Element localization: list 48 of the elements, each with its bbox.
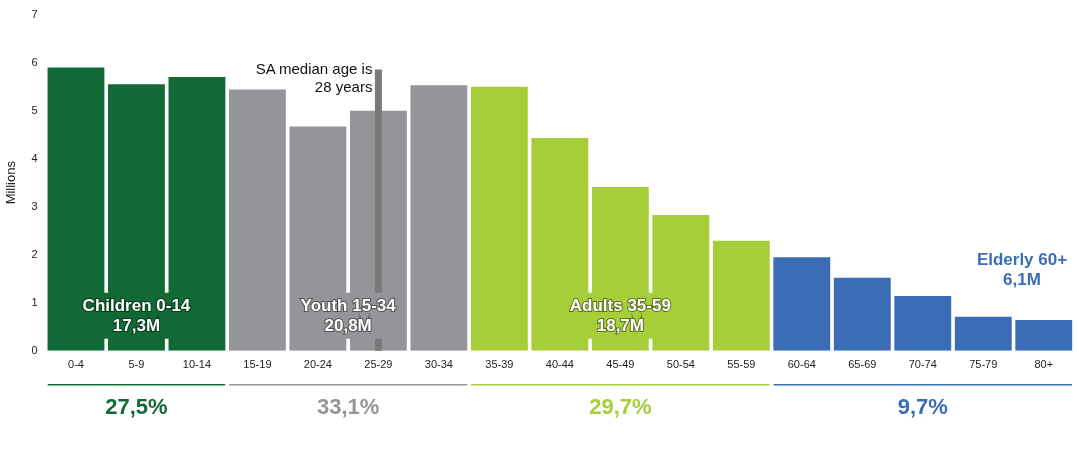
y-axis-title: Millions [3, 160, 19, 205]
annotation: 6,1M [1003, 270, 1041, 290]
series-label: Youth 15-34 [300, 295, 397, 315]
bar [410, 85, 468, 351]
y-tick-label: 4 [31, 151, 38, 164]
x-tick-label: 80+ [1034, 358, 1054, 371]
bar [894, 296, 952, 351]
y-tick-label: 6 [31, 55, 38, 68]
y-tick-label: 3 [31, 199, 38, 212]
x-tick-label: 25-29 [364, 358, 393, 371]
bar [228, 89, 286, 351]
text: 29,7% [589, 393, 652, 419]
x-tick-label: 20-24 [303, 358, 332, 371]
series-label: Adults 35-59 [569, 295, 671, 315]
x-tick-label: 15-19 [243, 358, 272, 371]
y-tick-label: 1 [31, 295, 38, 308]
x-tick-label: 0-4 [68, 358, 84, 371]
x-tick-label: 60-64 [787, 358, 816, 371]
x-tick-label: 10-14 [182, 358, 212, 371]
x-tick-label: 45-49 [606, 358, 635, 371]
text: 27,5% [105, 393, 168, 419]
y-tick-label: 2 [31, 247, 38, 260]
bar [712, 240, 770, 351]
x-tick-label: 65-69 [848, 358, 877, 371]
bar [773, 257, 831, 351]
annotation: 20,8M [324, 315, 372, 335]
annotation: 18,7M [596, 315, 644, 335]
text: 33,1% [316, 393, 380, 419]
text: Elderly 60+ [976, 250, 1068, 270]
bar [1015, 320, 1073, 351]
x-tick-label: 5-9 [128, 358, 145, 371]
x-tick-label: 70-74 [908, 358, 937, 371]
y-tick-label: 5 [31, 103, 38, 116]
text: 9,7% [897, 393, 948, 419]
bar [833, 277, 891, 351]
x-tick-label: 55-59 [727, 358, 756, 371]
x-tick-label: 30-34 [424, 358, 453, 371]
annotation: 17,3M [112, 315, 161, 335]
x-tick-label: 35-39 [485, 358, 514, 371]
y-tick-label: 0 [31, 343, 38, 356]
bar [470, 86, 528, 351]
x-tick-label: 40-44 [545, 358, 574, 371]
ref-line-label: SA median age is 28 years [255, 60, 373, 96]
bar [954, 316, 1012, 351]
y-tick-label: 7 [31, 7, 38, 20]
series-label: Children 0-14 [82, 295, 191, 315]
x-tick-label: 75-79 [969, 358, 998, 371]
x-tick-label: 50-54 [666, 358, 695, 371]
